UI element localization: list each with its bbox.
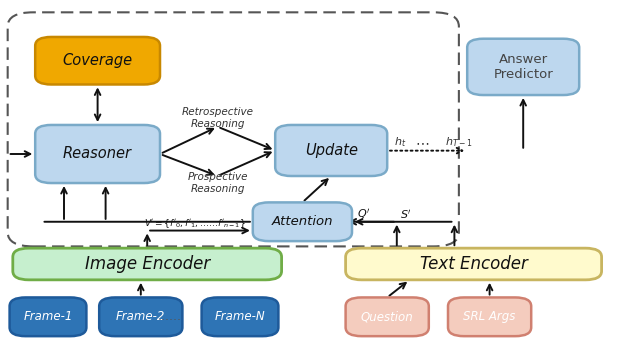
Text: $h_t$: $h_t$ — [394, 135, 406, 149]
Text: Frame-2: Frame-2 — [116, 310, 166, 323]
Text: Prospective
Reasoning: Prospective Reasoning — [188, 172, 248, 194]
Text: $S'$: $S'$ — [401, 208, 412, 220]
Text: Attention: Attention — [271, 215, 333, 228]
FancyBboxPatch shape — [448, 297, 531, 336]
FancyBboxPatch shape — [99, 297, 182, 336]
Text: Image Encoder: Image Encoder — [84, 255, 210, 273]
Text: Reasoner: Reasoner — [63, 146, 132, 162]
Text: Coverage: Coverage — [63, 53, 132, 68]
FancyBboxPatch shape — [275, 125, 387, 176]
Text: Text Encoder: Text Encoder — [420, 255, 527, 273]
Text: Update: Update — [305, 143, 358, 158]
Text: $V' = \{f'_0, f'_1, \ldots \ldots f'_{n-1}\}$: $V' = \{f'_0, f'_1, \ldots \ldots f'_{n-… — [145, 217, 246, 230]
FancyBboxPatch shape — [35, 37, 160, 84]
Text: $h_{T-1}$: $h_{T-1}$ — [445, 135, 472, 149]
FancyBboxPatch shape — [10, 297, 86, 336]
Text: Retrospective
Reasoning: Retrospective Reasoning — [182, 107, 253, 129]
Text: Frame-N: Frame-N — [214, 310, 266, 323]
FancyBboxPatch shape — [467, 39, 579, 95]
Text: Answer
Predictor: Answer Predictor — [493, 53, 553, 81]
Text: $Q'$: $Q'$ — [356, 207, 371, 221]
FancyBboxPatch shape — [35, 125, 160, 183]
Text: ......: ...... — [157, 310, 182, 323]
Text: Question: Question — [361, 310, 413, 323]
Text: SRL Args: SRL Args — [463, 310, 516, 323]
FancyBboxPatch shape — [253, 202, 352, 241]
FancyBboxPatch shape — [346, 297, 429, 336]
FancyBboxPatch shape — [202, 297, 278, 336]
FancyBboxPatch shape — [13, 248, 282, 280]
Text: $\cdots$: $\cdots$ — [415, 135, 429, 149]
Text: Frame-1: Frame-1 — [23, 310, 73, 323]
FancyBboxPatch shape — [346, 248, 602, 280]
